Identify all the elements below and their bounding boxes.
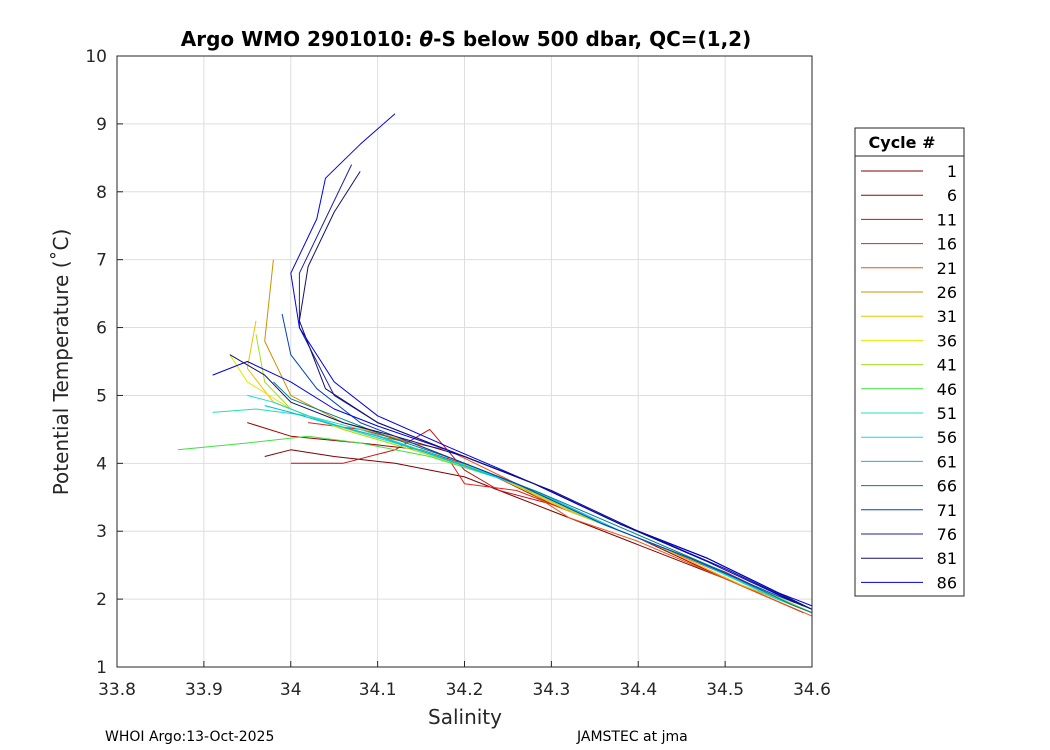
x-tick-label: 34.1: [359, 680, 397, 700]
legend-label-26: 26: [937, 283, 957, 302]
chart-title: Argo WMO 2901010: θ-S below 500 dbar, QC…: [181, 27, 751, 51]
x-tick-label: 34: [280, 680, 302, 700]
y-tick-label: 6: [96, 319, 107, 339]
y-tick-label: 5: [96, 386, 107, 406]
y-tick-label: 2: [96, 590, 107, 610]
x-tick-label: 33.9: [185, 680, 223, 700]
legend-label-1: 1: [947, 162, 957, 181]
legend-label-76: 76: [937, 525, 957, 544]
x-tick-label: 34.5: [706, 680, 744, 700]
y-tick-label: 3: [96, 522, 107, 542]
y-tick-label: 10: [85, 47, 107, 67]
legend-label-6: 6: [947, 186, 957, 205]
legend-label-21: 21: [937, 259, 957, 278]
legend-label-81: 81: [937, 549, 957, 568]
series-lines: [177, 113, 813, 617]
legend-label-31: 31: [937, 307, 957, 326]
x-tick-label: 34.4: [619, 680, 657, 700]
y-tick-label: 8: [96, 183, 107, 203]
legend-label-51: 51: [937, 404, 957, 423]
legend: Cycle # 16111621263136414651566166717681…: [854, 127, 965, 597]
legend-label-16: 16: [937, 235, 957, 254]
y-tick-labels: 1 2 3 4 5 6 7 8 9 10: [85, 47, 123, 678]
x-axis-label: Salinity: [428, 705, 502, 729]
x-tick-label: 34.3: [532, 680, 570, 700]
series-line-cycle-71: [281, 313, 813, 610]
legend-label-71: 71: [937, 501, 957, 520]
series-line-cycle-86: [290, 113, 813, 607]
y-tick-label: 1: [96, 658, 107, 678]
legend-title: Cycle #: [869, 133, 936, 152]
series-line-cycle-1: [264, 449, 795, 607]
y-tick-label: 9: [96, 115, 107, 135]
x-tick-label: 34.6: [793, 680, 831, 700]
y-axis-label: Potential Temperature (˚C): [49, 229, 73, 496]
x-tick-label: 33.8: [98, 680, 136, 700]
legend-label-46: 46: [937, 380, 957, 399]
legend-box: [854, 127, 965, 597]
x-tick-labels: 33.8 33.9 34 34.1 34.2 34.3 34.4 34.5 34.6: [98, 661, 831, 700]
legend-label-36: 36: [937, 331, 957, 350]
series-line-cycle-86: [212, 361, 795, 603]
legend-label-11: 11: [937, 210, 957, 229]
legend-label-86: 86: [937, 573, 957, 592]
x-tick-label: 34.2: [446, 680, 484, 700]
series-line-cycle-56: [247, 394, 813, 614]
legend-label-56: 56: [937, 428, 957, 447]
y-tick-label: 7: [96, 251, 107, 271]
y-tick-label: 4: [96, 454, 107, 474]
footer-left: WHOI Argo:13-Oct-2025: [105, 729, 274, 745]
legend-label-61: 61: [937, 452, 957, 471]
series-line-cycle-81: [229, 354, 804, 607]
footer-right: JAMSTEC at jma: [576, 729, 688, 745]
legend-label-66: 66: [937, 477, 957, 496]
legend-label-41: 41: [937, 356, 957, 375]
